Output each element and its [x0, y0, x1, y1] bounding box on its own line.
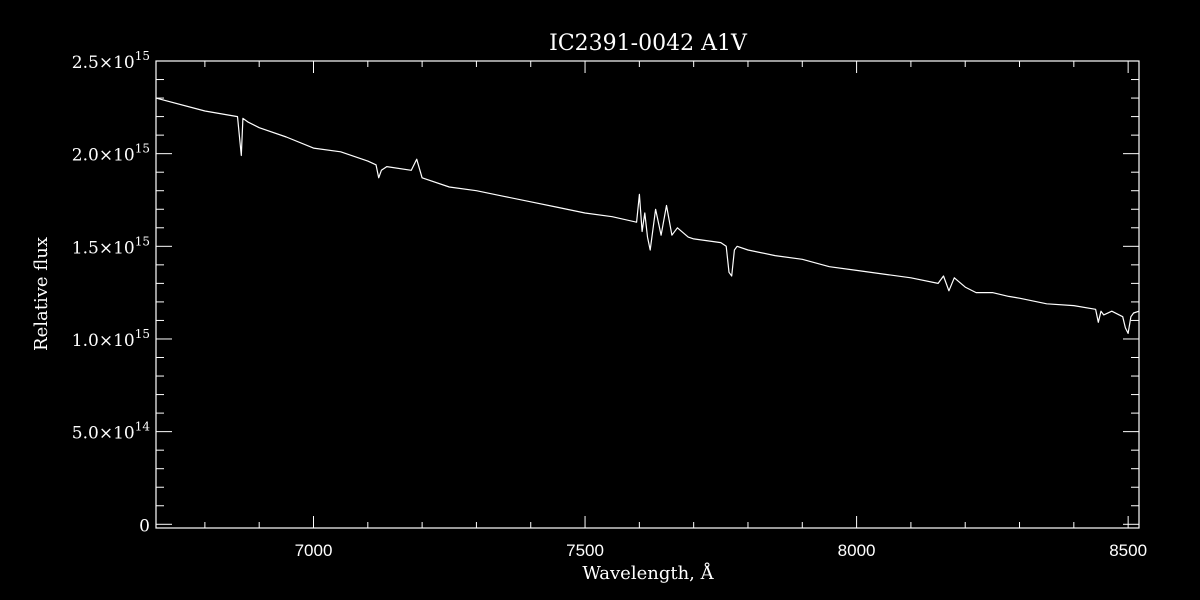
x-tick-label: 8500 [1109, 541, 1147, 560]
y-tick-label: 2.5×1015 [72, 49, 150, 73]
y-tick-label: 1.0×1015 [72, 327, 150, 351]
chart-title: IC2391-0042 A1V [549, 31, 748, 56]
y-axis-label: Relative flux [31, 237, 52, 351]
series-layer [155, 97, 1140, 334]
y-tick-label: 1.5×1015 [72, 234, 150, 258]
x-tick-label: 7500 [566, 541, 604, 560]
plot-area-border [155, 60, 1140, 529]
plot-frame [155, 60, 1140, 529]
y-tick-label: 2.0×1015 [72, 142, 150, 166]
x-tick-label: 7000 [295, 541, 333, 560]
y-tick-label: 5.0×1014 [72, 420, 151, 444]
x-tick-label: 8000 [838, 541, 876, 560]
x-axis-ticks [204, 61, 1129, 528]
x-axis-label: Wavelength, Å [582, 562, 714, 584]
x-axis-tick-labels: 7000 7500 8000 8500 [295, 541, 1147, 560]
y-axis-tick-labels: 0 5.0×1014 1.0×1015 1.5×1015 2.0×1015 2.5×101… [72, 49, 151, 536]
y-tick-label: 0 [139, 516, 150, 536]
spectrum-line [155, 97, 1140, 334]
